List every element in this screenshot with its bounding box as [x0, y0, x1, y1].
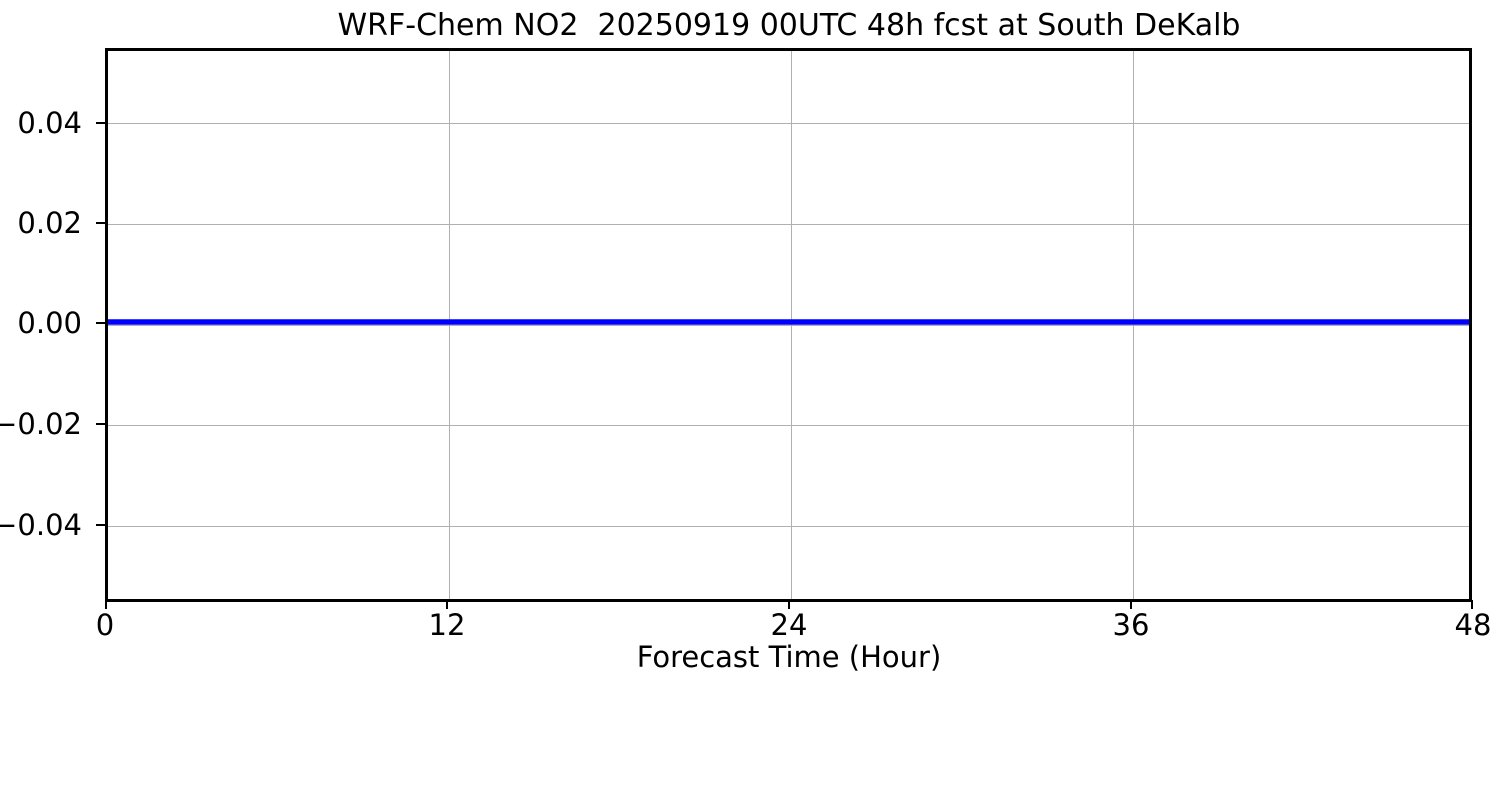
ytick-label-0.04: 0.04: [17, 106, 82, 140]
ytick-label-0.00: 0.00: [17, 306, 82, 340]
y-axis-label: NO2 (ppm): [3, 245, 6, 405]
ytick-mark-0.00: [96, 322, 105, 324]
gridline-y-0.00: [108, 325, 1469, 326]
gridline-y--0.04: [108, 526, 1469, 527]
ytick-mark-0.04: [96, 122, 105, 124]
ytick-label--0.02: −0.02: [0, 407, 82, 441]
gridline-x-36: [1133, 51, 1134, 599]
xtick-label-12: 12: [428, 608, 466, 642]
ytick-label--0.04: −0.04: [0, 508, 82, 542]
chart-title: WRF-Chem NO2 20250919 00UTC 48h fcst at …: [337, 8, 1241, 43]
gridline-y--0.02: [108, 425, 1469, 426]
ytick-mark-0.02: [96, 222, 105, 224]
ytick-mark--0.04: [96, 524, 105, 526]
xtick-label-36: 36: [1112, 608, 1150, 642]
xtick-mark-48: [1471, 600, 1473, 609]
xtick-mark-24: [788, 600, 790, 609]
gridline-x-12: [449, 51, 450, 599]
ytick-mark--0.02: [96, 423, 105, 425]
xtick-label-48: 48: [1454, 608, 1492, 642]
xtick-mark-36: [1130, 600, 1132, 609]
xtick-label-0: 0: [95, 608, 115, 642]
x-axis-label: Forecast Time (Hour): [636, 640, 942, 674]
data-series-no2: [108, 51, 1469, 599]
gridline-y-0.04: [108, 123, 1469, 124]
gridline-x-24: [791, 51, 792, 599]
gridline-y-0.02: [108, 224, 1469, 225]
xtick-mark-12: [446, 600, 448, 609]
xtick-mark-0: [105, 600, 107, 609]
plot-area: [105, 48, 1472, 602]
xtick-label-24: 24: [770, 608, 808, 642]
y-axis-label-clip: NO2 (ppm): [0, 48, 6, 602]
ytick-label-0.02: 0.02: [17, 206, 82, 240]
